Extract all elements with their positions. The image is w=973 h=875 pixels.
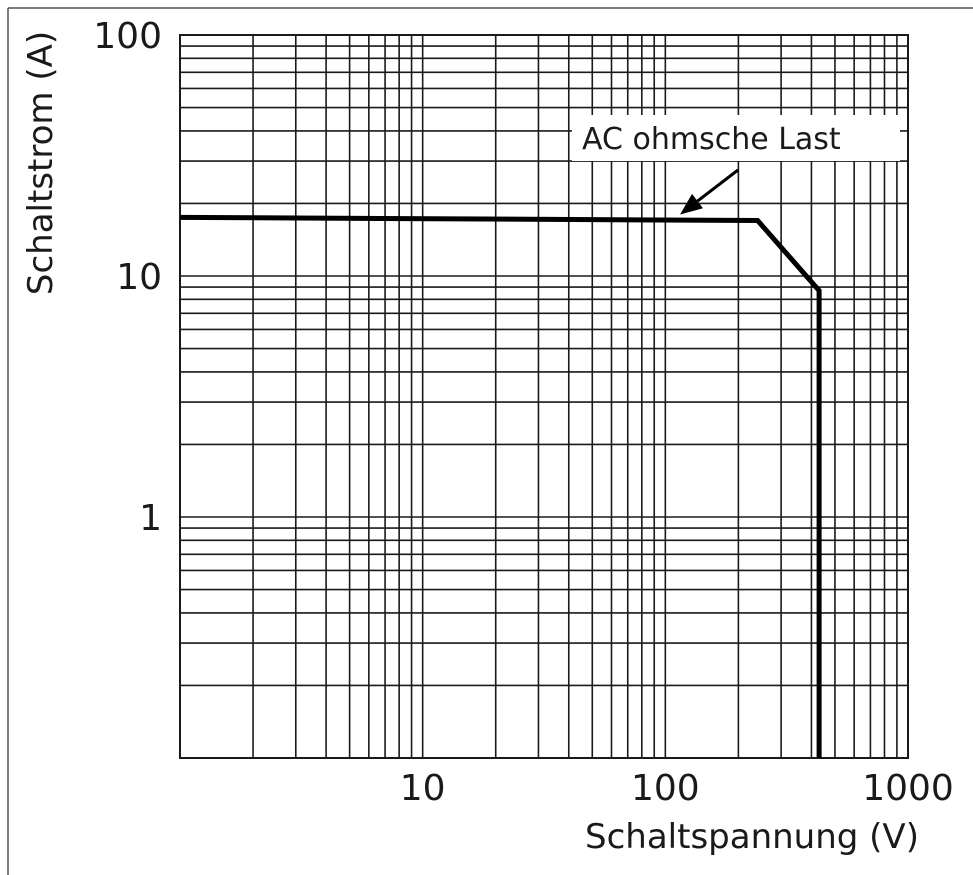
x-tick-label: 10 bbox=[400, 768, 446, 809]
x-tick-label: 1000 bbox=[862, 768, 954, 809]
y-tick-label: 1 bbox=[139, 498, 162, 539]
y-axis-label: Schaltstrom (A) bbox=[21, 31, 61, 295]
annotation-arrow-head bbox=[680, 193, 703, 215]
y-tick-label: 100 bbox=[93, 16, 162, 57]
annotation-background bbox=[572, 115, 900, 161]
plot-area-border bbox=[179, 34, 909, 759]
annotation-label: AC ohmsche Last bbox=[582, 122, 841, 157]
annotation-layer: AC ohmsche Last bbox=[572, 115, 900, 215]
x-tick-labels: 10 100 1000 bbox=[400, 768, 954, 809]
annotation-arrow-line bbox=[696, 168, 739, 203]
x-tick-label: 100 bbox=[631, 768, 700, 809]
y-tick-labels: 100 10 1 bbox=[93, 16, 162, 539]
series-line-ac-ohmsche-last bbox=[179, 214, 822, 758]
x-axis-label: Schaltspannung (V) bbox=[585, 817, 919, 857]
y-tick-label: 10 bbox=[116, 257, 162, 298]
series-layer bbox=[179, 214, 822, 758]
grid-lines bbox=[180, 35, 908, 758]
